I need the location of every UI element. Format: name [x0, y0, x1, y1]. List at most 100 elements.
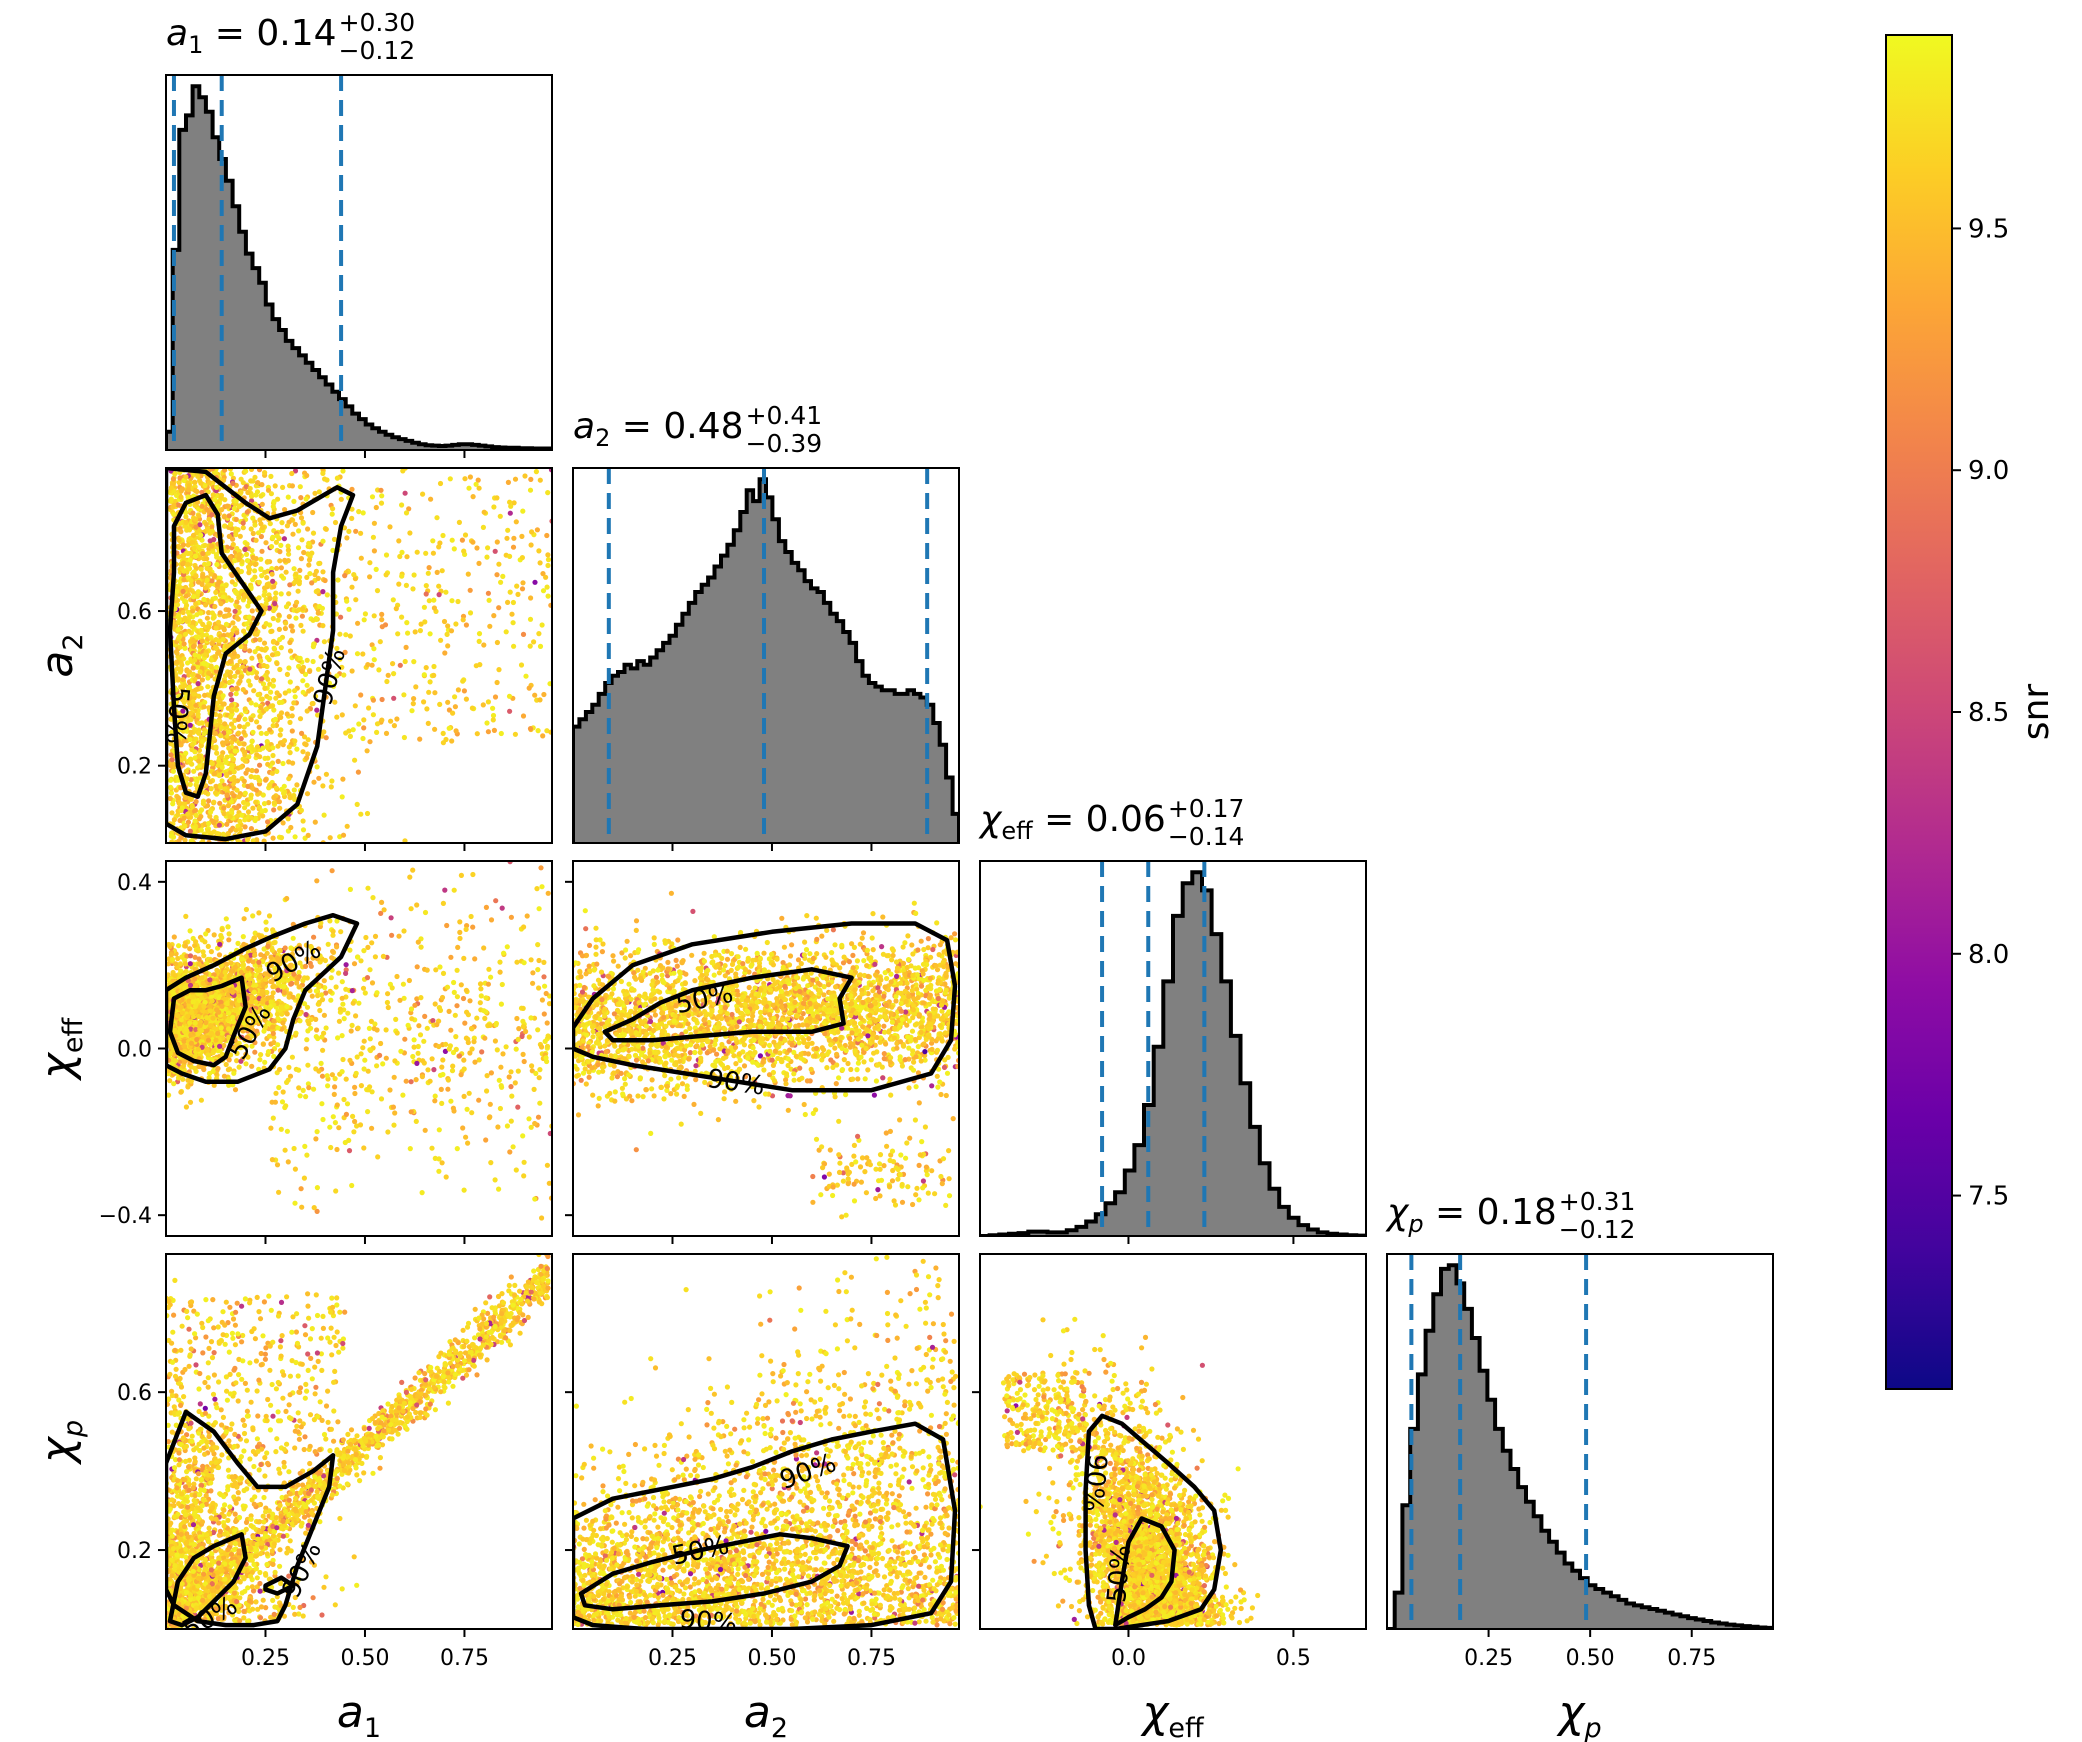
scatter-point	[174, 602, 181, 608]
scatter-point	[520, 713, 527, 719]
scatter-point	[232, 1087, 239, 1093]
scatter-point	[220, 586, 226, 592]
scatter-point	[488, 974, 494, 980]
scatter-point	[505, 599, 511, 606]
scatter-point	[175, 795, 181, 801]
scatter-point	[192, 676, 198, 682]
scatter-point	[321, 978, 327, 984]
scatter-point	[212, 730, 218, 737]
scatter-point	[347, 886, 353, 893]
scatter-point	[369, 940, 375, 946]
scatter-point	[480, 524, 486, 531]
scatter-point	[295, 545, 302, 551]
scatter-point	[224, 771, 230, 778]
scatter-point	[496, 605, 502, 611]
scatter-point	[223, 621, 229, 628]
scatter-point	[494, 495, 500, 501]
scatter-point	[262, 470, 268, 476]
scatter-point	[191, 545, 197, 551]
scatter-point	[417, 628, 423, 634]
scatter-point	[533, 469, 540, 475]
scatter-point	[237, 818, 243, 825]
scatter-point	[497, 513, 503, 519]
scatter-point	[432, 1098, 438, 1104]
scatter-point	[422, 1127, 428, 1133]
scatter-point	[242, 790, 248, 796]
scatter-point	[339, 664, 345, 670]
scatter-point	[235, 653, 241, 659]
scatter-point	[286, 591, 292, 597]
scatter-point	[315, 666, 322, 672]
scatter-point	[279, 528, 285, 535]
scatter-point	[213, 790, 219, 796]
scatter-point	[291, 1145, 297, 1152]
scatter-point	[227, 669, 234, 675]
scatter-point	[241, 729, 247, 735]
scatter-point	[242, 817, 248, 823]
scatter-point	[231, 665, 237, 671]
scatter-point	[237, 533, 243, 539]
scatter-point	[452, 1012, 458, 1018]
scatter-point	[482, 1015, 488, 1022]
scatter-point	[424, 1025, 430, 1031]
scatter-point	[274, 690, 280, 696]
scatter-point	[414, 1060, 420, 1066]
scatter-point	[196, 544, 202, 551]
scatter-point	[170, 476, 176, 482]
scatter-point	[276, 612, 282, 618]
scatter-point	[410, 1053, 416, 1060]
scatter-point	[275, 650, 281, 656]
scatter-point	[270, 752, 276, 759]
scatter-point	[207, 813, 213, 819]
scatter-point	[331, 1091, 337, 1097]
scatter-point	[167, 795, 173, 802]
scatter-point	[268, 473, 274, 479]
scatter-point	[451, 546, 457, 552]
scatter-point	[303, 1046, 309, 1052]
scatter-point	[432, 1155, 438, 1161]
scatter-point	[276, 1084, 282, 1091]
scatter-point	[240, 934, 246, 940]
scatter-point	[258, 952, 264, 958]
scatter-point	[279, 1026, 285, 1032]
scatter-point	[175, 676, 181, 682]
scatter-point	[539, 622, 545, 628]
scatter-point	[285, 543, 291, 549]
scatter-point	[214, 554, 220, 560]
scatter-point	[519, 555, 526, 561]
scatter-point	[365, 662, 371, 668]
scatter-point	[193, 702, 199, 708]
scatter-point	[212, 595, 218, 601]
scatter-point	[369, 662, 375, 668]
scatter-point	[272, 716, 279, 723]
scatter-point	[222, 497, 228, 503]
scatter-point	[213, 470, 219, 476]
scatter-point	[220, 693, 226, 699]
scatter-point	[286, 688, 292, 694]
scatter-point	[504, 535, 510, 541]
scatter-point	[396, 581, 402, 587]
scatter-point	[426, 689, 432, 695]
scatter-point	[228, 799, 234, 805]
scatter-point	[311, 641, 317, 647]
scatter-point	[275, 617, 281, 623]
scatter-point	[512, 731, 519, 737]
scatter-point	[178, 488, 184, 494]
scatter-point	[300, 827, 307, 833]
scatter-point	[455, 598, 461, 605]
scatter-point	[234, 1058, 240, 1064]
scatter-point	[278, 645, 284, 651]
scatter-point	[231, 505, 237, 512]
scatter-point	[275, 758, 281, 765]
scatter-point	[228, 827, 234, 833]
scatter-point	[213, 783, 219, 789]
scatter-point	[235, 940, 241, 947]
scatter-point	[466, 485, 472, 491]
scatter-point	[263, 777, 269, 783]
scatter-point	[212, 497, 218, 503]
scatter-point	[304, 755, 310, 761]
scatter-point	[366, 705, 372, 711]
scatter-point	[340, 468, 346, 474]
scatter-point	[224, 792, 230, 798]
scatter-point	[314, 1185, 320, 1191]
